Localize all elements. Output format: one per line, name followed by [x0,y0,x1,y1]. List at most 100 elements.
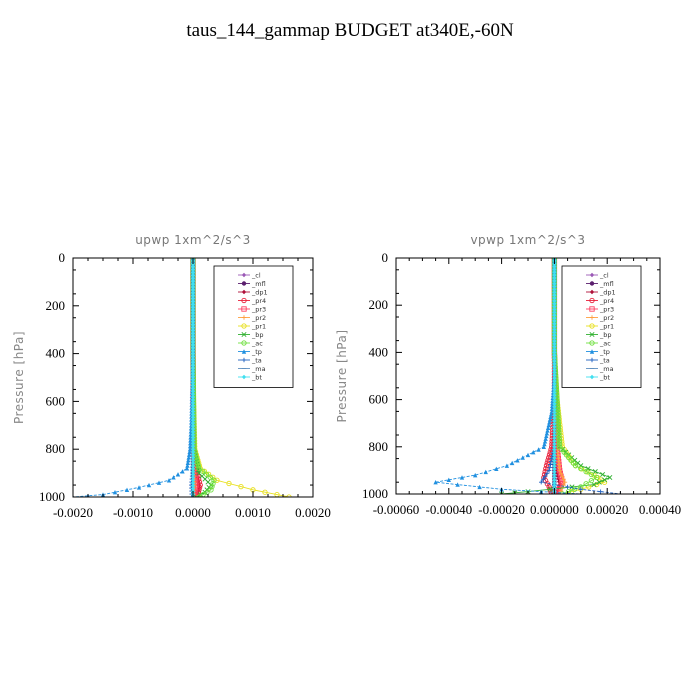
data-point [520,455,525,460]
data-point [214,477,220,483]
data-point [190,278,196,284]
data-point [546,422,551,428]
data-point [540,477,546,482]
data-point [190,406,196,411]
data-point [552,313,557,318]
data-point [190,435,196,440]
series-tp [73,258,196,497]
data-point [552,398,557,404]
data-point [190,449,196,455]
data-point [190,391,196,397]
legend-label: _pr2 [251,314,266,322]
legend-marker [589,374,595,380]
legend-label: _bp [251,331,264,339]
data-point [552,307,557,312]
data-point [190,270,196,275]
data-point [190,276,196,281]
data-point [596,479,602,485]
data-point [552,350,557,355]
data-point [593,474,600,481]
data-point [552,427,557,432]
data-point [446,477,451,483]
series-line [435,258,581,494]
data-point [207,474,213,480]
data-point [562,480,568,485]
data-point [565,484,570,490]
legend-label: _pr1 [251,322,266,330]
data-point [552,472,557,477]
data-point [190,469,196,474]
data-point [190,400,196,406]
data-point [552,421,557,427]
data-point [146,482,152,488]
data-point [583,468,589,475]
data-point [552,458,557,463]
legend-marker [589,289,595,295]
data-point [190,371,196,377]
data-point [552,441,557,447]
data-point [190,328,196,333]
series-group [433,258,623,494]
data-point [543,436,548,441]
data-point [190,426,196,432]
legend-item: _pr1 [238,322,266,330]
data-point [552,407,557,412]
data-point [187,444,193,449]
data-point [548,414,553,420]
legend-label: _ta [251,356,262,364]
data-point [433,480,438,485]
data-point [185,460,191,466]
data-point [545,425,551,430]
data-point [187,447,193,452]
data-point [190,284,196,290]
data-point [171,475,176,480]
data-point [542,439,548,444]
legend-marker [241,272,247,278]
data-point [190,331,196,336]
data-point [552,333,557,338]
legend-item: _bt [586,373,610,381]
data-point [571,486,578,492]
data-point [504,463,510,468]
legend: _cl_mfl_dp1_pr4_pr3_pr2_pr1_bp_ac_tp_ta_… [213,265,294,388]
data-point [552,373,557,378]
data-point [188,441,193,446]
data-point [190,287,196,293]
data-point [545,428,550,433]
data-point [552,310,557,315]
legend-item: _pr4 [586,297,614,305]
data-point [598,477,604,483]
data-point [166,478,172,483]
data-point [190,432,196,437]
legend-item: _mfl [586,280,614,288]
data-point [552,267,557,272]
data-point [190,290,196,295]
data-point [552,390,557,395]
data-point [189,494,194,497]
legend-item: _pr3 [586,305,614,313]
data-point [190,351,196,356]
data-point [552,281,557,286]
legend-item: _pr2 [238,314,266,322]
y-tick-label: 0 [59,250,66,265]
data-point [190,316,196,322]
legend-label: _cl [599,271,609,279]
data-point [556,429,562,436]
data-point [552,410,557,415]
data-point [546,468,552,473]
legend-item: _ac [586,339,611,347]
data-point [208,487,214,493]
data-point [190,403,196,408]
data-point [578,465,584,472]
data-point [552,364,557,369]
data-point [190,394,196,400]
legend-item: _ta [238,356,262,364]
data-point [262,489,268,495]
data-point [194,460,201,466]
legend-marker [241,374,247,380]
data-point [190,463,196,469]
data-point [552,404,557,409]
legend-marker [589,340,595,346]
legend-label: _bp [599,331,612,339]
data-point [552,264,557,269]
